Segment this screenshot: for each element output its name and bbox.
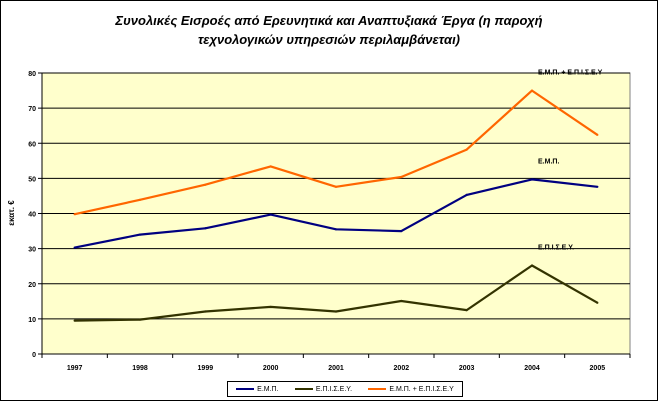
data-point xyxy=(334,310,338,313)
y-tick-label: 50 xyxy=(28,176,36,183)
y-tick-label: 10 xyxy=(28,317,36,324)
data-point xyxy=(400,229,403,233)
x-tick-label: 1997 xyxy=(67,365,83,372)
data-point xyxy=(465,308,468,312)
data-point xyxy=(596,185,599,188)
data-point xyxy=(269,213,272,216)
data-point xyxy=(73,246,76,249)
series-label-1: Ε.Π.Ι.Σ.Ε.Υ. xyxy=(538,244,574,251)
y-axis-title: εκατ. € xyxy=(7,200,16,226)
x-tick-label: 1999 xyxy=(198,365,214,372)
data-point xyxy=(530,178,534,181)
legend-swatch-emp xyxy=(236,388,255,390)
axes: 0 10 20 30 40 50 60 70 80 1997 1998 1999 2000 2001 200… xyxy=(28,71,631,372)
data-point xyxy=(400,299,403,303)
data-point xyxy=(204,310,207,313)
data-point xyxy=(334,185,338,188)
data-point xyxy=(204,227,207,230)
chart-title-line-2: τεχνολογικών υπηρεσιών περιλαμβάνεται) xyxy=(197,32,461,47)
data-point xyxy=(465,193,468,196)
y-tick-label: 0 xyxy=(32,352,36,359)
x-tick-label: 2004 xyxy=(524,365,540,372)
legend-item-emp: Ε.Μ.Π. xyxy=(236,385,279,393)
x-tick-label: 2003 xyxy=(459,365,475,372)
x-tick-label: 2000 xyxy=(263,365,279,372)
chart-title: Συνολικές Εισροές από Ερευνητικά και Ανα… xyxy=(0,11,658,49)
data-point xyxy=(530,264,534,267)
legend-label-emp: Ε.Μ.Π. xyxy=(257,385,279,393)
y-tick-label: 60 xyxy=(28,141,36,148)
series-lines xyxy=(73,89,599,322)
data-point xyxy=(400,175,403,179)
x-tick-label: 2002 xyxy=(394,365,410,372)
data-point xyxy=(73,213,76,216)
data-point xyxy=(269,165,272,168)
legend-label-total: Ε.Μ.Π. + Ε.Π.Ι.Σ.Ε.Υ xyxy=(389,385,454,393)
line-chart: 0 10 20 30 40 50 60 70 80 1997 1998 1999 2000 2001 200… xyxy=(7,70,631,372)
legend: Ε.Μ.Π. Ε.Π.Ι.Σ.Ε.Υ. Ε.Μ.Π. + Ε.Π.Ι.Σ.Ε.Υ xyxy=(227,381,463,397)
data-point xyxy=(204,183,207,186)
data-point xyxy=(138,233,142,236)
x-tick-label: 2001 xyxy=(328,365,344,372)
legend-swatch-total xyxy=(368,388,387,390)
series-label-0: Ε.Μ.Π. xyxy=(538,158,559,165)
data-point xyxy=(73,319,76,322)
y-tick-label: 70 xyxy=(28,106,36,113)
x-tick-label: 2005 xyxy=(590,365,606,372)
data-point xyxy=(138,318,142,321)
data-point xyxy=(596,301,599,304)
data-point xyxy=(530,89,534,92)
chart-title-line-1: Συνολικές Εισροές από Ερευνητικά και Ανα… xyxy=(115,13,543,28)
legend-swatch-episey xyxy=(294,388,313,390)
data-point xyxy=(596,133,599,136)
x-tick-label: 1998 xyxy=(132,365,148,372)
y-tick-label: 40 xyxy=(28,212,36,219)
legend-item-episey: Ε.Π.Ι.Σ.Ε.Υ. xyxy=(294,385,353,393)
data-point xyxy=(138,198,142,201)
data-point xyxy=(334,228,338,231)
y-tick-label: 80 xyxy=(28,71,36,78)
legend-label-episey: Ε.Π.Ι.Σ.Ε.Υ. xyxy=(315,385,353,393)
y-tick-label: 20 xyxy=(28,282,36,289)
data-point xyxy=(269,305,272,309)
series-labels: Ε.Μ.Π. Ε.Π.Ι.Σ.Ε.Υ. Ε.Μ.Π. + Ε.Π.Ι.Σ.Ε.Υ xyxy=(538,70,603,252)
data-point xyxy=(465,148,468,151)
series-label-2: Ε.Μ.Π. + Ε.Π.Ι.Σ.Ε.Υ xyxy=(538,70,603,77)
y-tick-label: 30 xyxy=(28,247,36,254)
legend-item-total: Ε.Μ.Π. + Ε.Π.Ι.Σ.Ε.Υ xyxy=(368,385,454,393)
